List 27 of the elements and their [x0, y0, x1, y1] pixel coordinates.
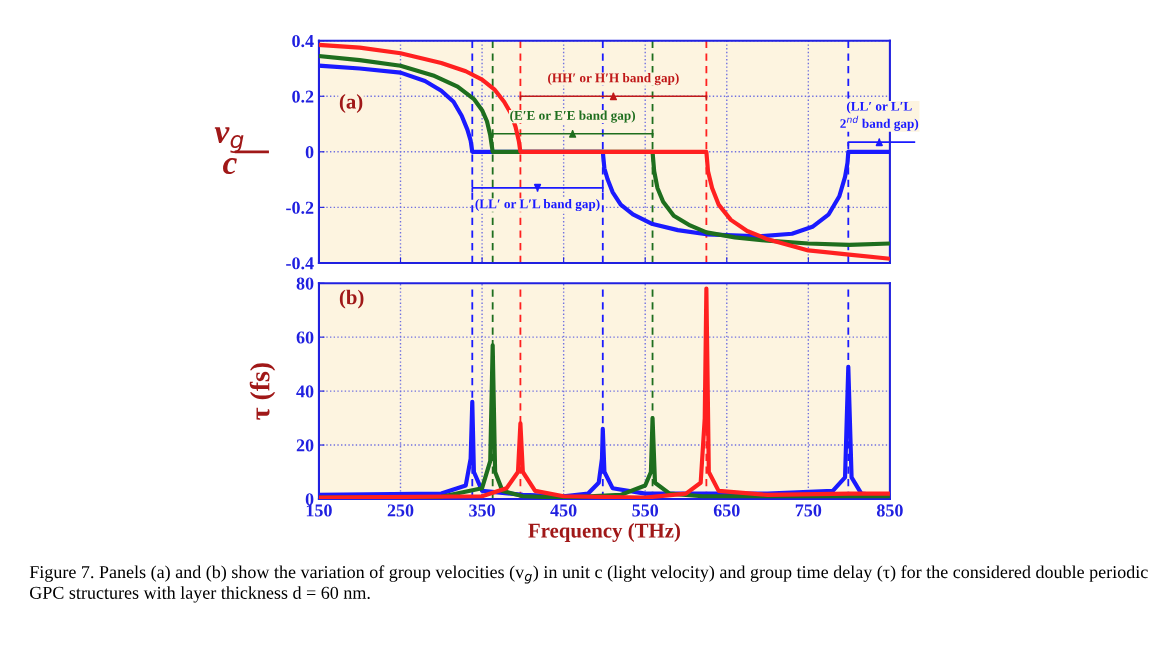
- y-tick-label: 20: [296, 439, 314, 452]
- x-tick-label: 550: [632, 504, 659, 517]
- annotation: (HH′ or H′H band gap): [548, 73, 679, 86]
- x-tick-label: 450: [550, 504, 577, 517]
- x-tick-label: 150: [306, 504, 332, 517]
- y-tick-label: 40: [296, 385, 314, 398]
- x-tick-label: 750: [795, 504, 822, 517]
- x-tick-label: 250: [387, 504, 414, 517]
- y-tick-label: 60: [296, 331, 314, 344]
- y-tick-label: 0.4: [292, 34, 314, 48]
- text: Figure 7. Panels (a) and (b) show the variation of group velocities (v$_{g}$) in unit c (light velocity) and group time delay (τ) for the considered double periodic GPC structures with layer thickness d = 60 nm.: [29, 565, 1148, 603]
- annotation: (b): [339, 289, 364, 309]
- annotation: (E′E or E′E band gap): [510, 110, 636, 123]
- y-tick-label: -0.4: [286, 257, 314, 270]
- annotation: (LL′ or L′L 2$^{nd}$ band gap): [840, 101, 919, 131]
- x-tick-label: 350: [469, 504, 495, 517]
- y-tick-label: 0.2: [292, 90, 314, 103]
- x-axis-title: Frequency (THz): [528, 522, 680, 542]
- x-tick-label: 850: [876, 504, 903, 517]
- annotation: (a): [339, 94, 363, 113]
- x-tick-label: 650: [713, 504, 740, 517]
- y-tick-label: 0: [305, 493, 314, 506]
- y-axis-title: τ (fs): [249, 363, 276, 420]
- y-tick-label: 0: [305, 146, 314, 159]
- y-tick-label: 80: [296, 277, 314, 290]
- y-tick-label: -0.2: [286, 201, 314, 214]
- annotation: (LL′ or L′L band gap): [475, 199, 600, 212]
